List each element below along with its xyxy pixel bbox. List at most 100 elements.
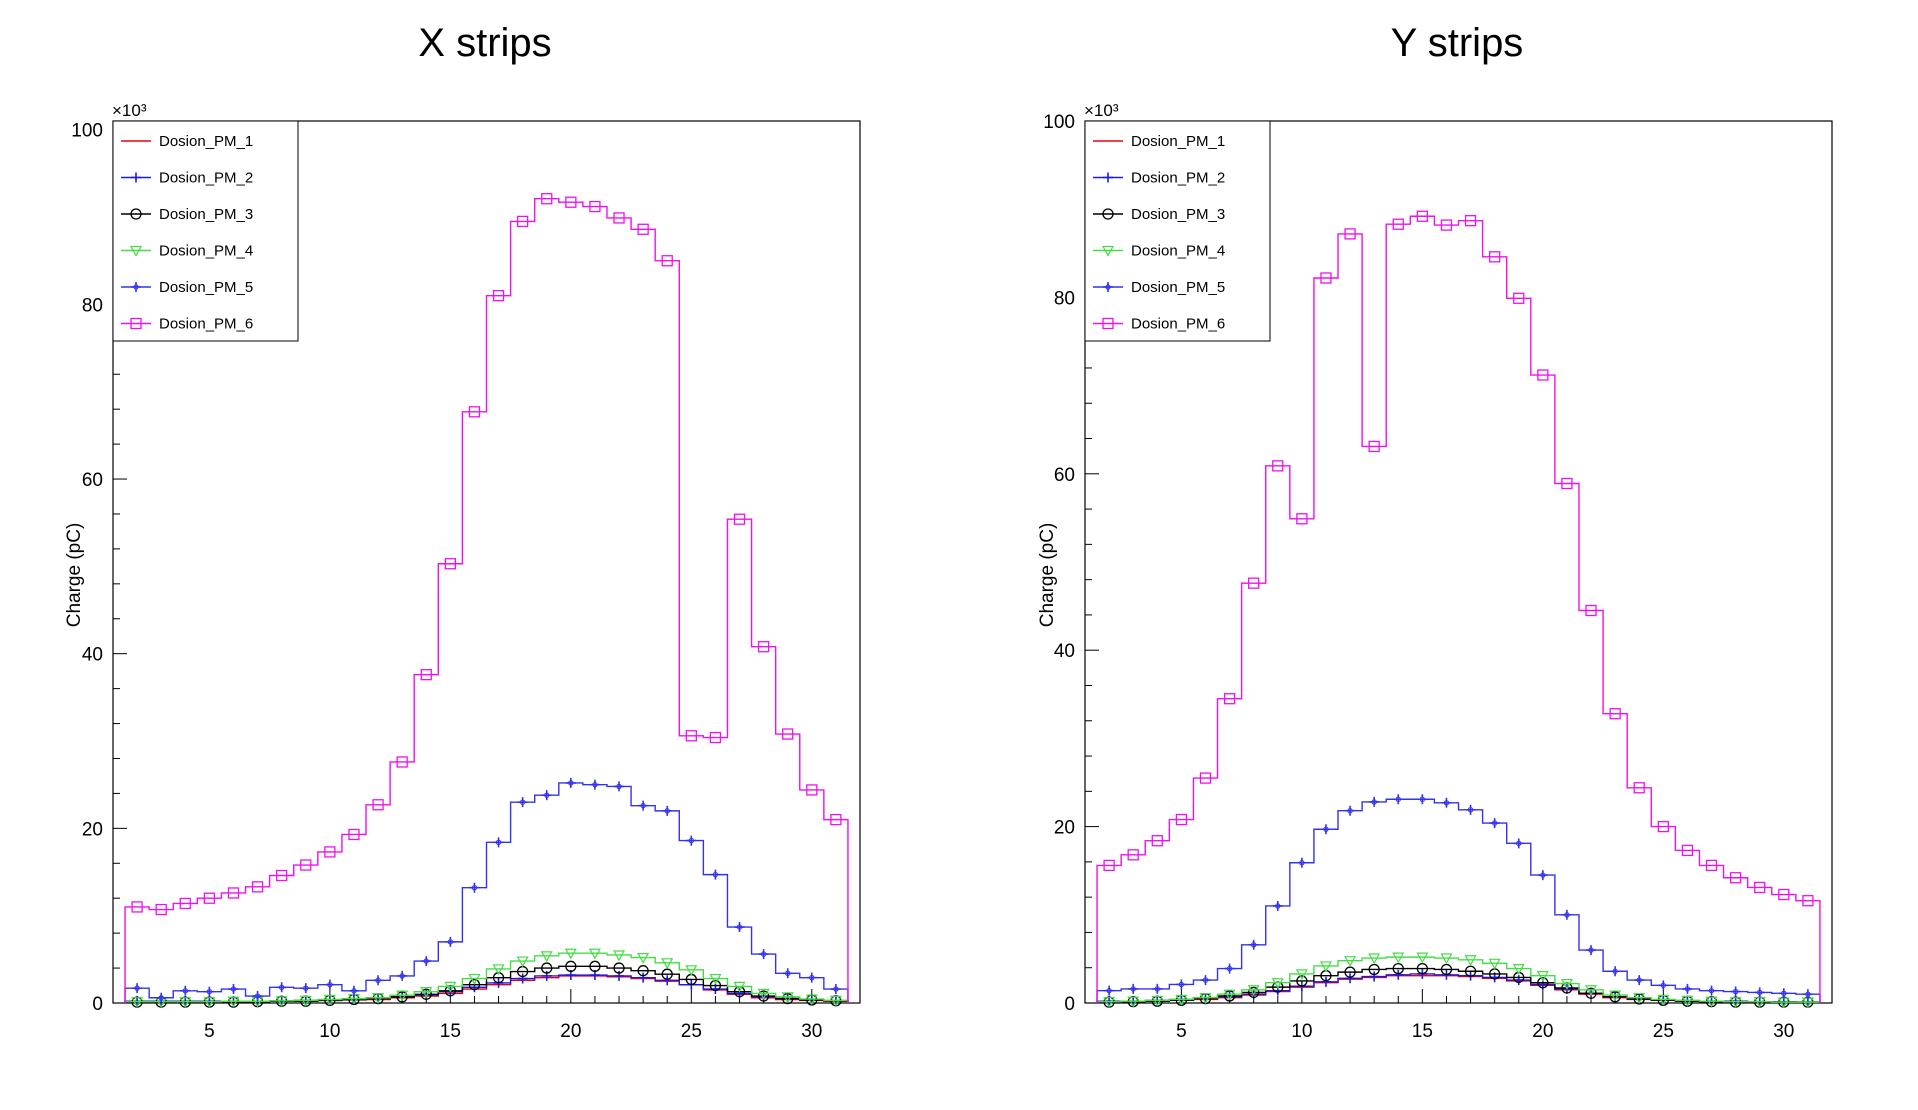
data-point-ring — [1516, 840, 1522, 847]
y-tick-label: 40 — [82, 645, 103, 666]
data-point — [638, 800, 649, 811]
plot-area — [124, 193, 849, 1008]
data-point — [516, 956, 529, 968]
data-point — [1610, 966, 1621, 977]
data-point-ring — [1757, 989, 1763, 996]
data-point — [131, 901, 143, 913]
data-point — [758, 949, 769, 960]
data-point — [1368, 440, 1380, 453]
chart-title: Y strips — [1391, 21, 1524, 65]
data-point-ring — [519, 799, 526, 805]
data-point — [1176, 979, 1187, 990]
data-point — [348, 828, 360, 841]
data-point-ring — [182, 988, 188, 994]
data-point — [132, 983, 143, 994]
data-point — [1488, 958, 1501, 970]
y-tick-label: 20 — [82, 819, 103, 840]
data-point-ring — [664, 808, 670, 814]
data-point — [1681, 844, 1694, 857]
data-point — [829, 995, 842, 1007]
data-point — [1127, 849, 1139, 861]
data-point — [757, 641, 770, 653]
data-point — [1730, 986, 1741, 997]
data-point — [155, 903, 167, 916]
data-point — [492, 972, 505, 984]
y-tick-label: 100 — [1043, 112, 1075, 133]
data-point — [1585, 604, 1597, 617]
data-point — [1248, 986, 1260, 999]
data-point — [372, 993, 385, 1004]
data-point — [661, 968, 673, 980]
data-point — [1369, 971, 1380, 982]
data-point — [685, 965, 698, 977]
data-point — [1248, 939, 1259, 950]
legend-item: Dosion_PM_5 — [1131, 279, 1225, 296]
data-point-ring — [1395, 796, 1401, 802]
legend-marker — [1101, 245, 1115, 257]
data-point-ring — [1275, 903, 1281, 909]
legend-marker — [1102, 317, 1114, 330]
data-point-ring — [423, 958, 429, 964]
data-point — [710, 869, 721, 880]
data-point — [131, 997, 144, 1008]
data-point — [1296, 857, 1307, 868]
data-point — [1440, 963, 1453, 976]
data-point-ring — [303, 985, 309, 991]
data-point-ring — [1708, 987, 1715, 994]
x-tick-label: 5 — [1176, 1021, 1187, 1042]
data-point — [1392, 962, 1404, 975]
data-point — [686, 835, 697, 846]
data-point — [565, 196, 577, 208]
x-tick-label: 10 — [319, 1021, 340, 1042]
data-point — [734, 922, 745, 933]
data-point — [179, 897, 191, 910]
data-point — [324, 846, 336, 858]
x-tick-label: 25 — [681, 1021, 702, 1042]
data-point — [420, 987, 433, 998]
data-point — [806, 784, 818, 796]
data-point — [1104, 985, 1115, 996]
data-point — [565, 960, 577, 972]
data-point — [541, 962, 553, 974]
data-point — [1754, 987, 1765, 998]
data-point — [1729, 872, 1742, 884]
data-point — [1537, 977, 1549, 989]
legend-marker — [130, 208, 142, 220]
data-point — [1586, 945, 1597, 956]
data-point — [1609, 991, 1621, 1003]
legend-item: Dosion_PM_2 — [159, 170, 253, 187]
data-point — [589, 960, 601, 972]
data-point — [1392, 218, 1404, 230]
data-point-ring — [809, 974, 815, 981]
legend-marker-ring — [1105, 284, 1111, 290]
data-point-ring — [1202, 977, 1209, 983]
legend-marker — [1103, 282, 1113, 292]
data-point — [1320, 976, 1331, 987]
data-point-ring — [1250, 942, 1257, 948]
y-tick-label: 0 — [92, 994, 103, 1015]
data-point — [179, 997, 192, 1008]
data-point — [1729, 997, 1742, 1008]
data-point-ring — [1323, 826, 1329, 832]
data-point — [1536, 971, 1549, 982]
data-point — [1440, 953, 1453, 965]
data-point — [661, 255, 673, 267]
data-point — [1513, 292, 1525, 304]
data-point — [1272, 900, 1283, 911]
legend-item: Dosion_PM_3 — [1131, 206, 1225, 223]
data-point-ring — [688, 837, 695, 844]
data-point — [324, 979, 335, 990]
legend-item: Dosion_PM_5 — [159, 279, 253, 296]
plot-frame — [1084, 120, 1833, 1004]
data-point-ring — [1299, 860, 1305, 866]
data-point — [180, 985, 191, 996]
data-point — [1416, 210, 1429, 222]
data-point-ring — [1588, 947, 1594, 953]
data-point-ring — [1612, 968, 1618, 974]
data-point — [709, 979, 722, 992]
y-tick-label: 60 — [82, 470, 103, 491]
data-point — [468, 973, 481, 985]
data-point — [1705, 859, 1718, 872]
legend-item: Dosion_PM_2 — [1131, 170, 1225, 187]
data-point-ring — [134, 985, 140, 991]
